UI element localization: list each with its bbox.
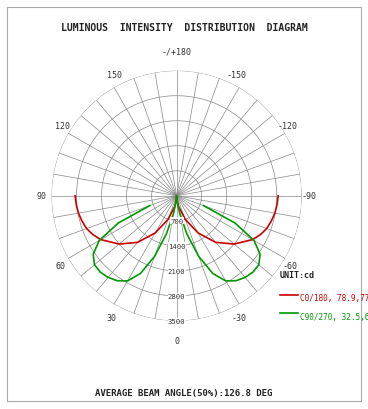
Text: -30: -30 — [232, 313, 247, 322]
Text: AVERAGE BEAM ANGLE(50%):126.8 DEG: AVERAGE BEAM ANGLE(50%):126.8 DEG — [95, 388, 273, 397]
Text: 700: 700 — [170, 218, 183, 224]
Text: C0/180, 78.9,77.7: C0/180, 78.9,77.7 — [300, 294, 368, 303]
Text: UNIT:cd: UNIT:cd — [280, 270, 315, 279]
Text: -150: -150 — [227, 71, 247, 80]
Text: -120: -120 — [278, 122, 298, 131]
Text: 120: 120 — [55, 122, 70, 131]
Text: -90: -90 — [302, 192, 317, 201]
Text: 2800: 2800 — [168, 293, 185, 299]
Text: C90/270, 32.5,64.5: C90/270, 32.5,64.5 — [300, 312, 368, 321]
Text: -/+180: -/+180 — [162, 47, 192, 56]
Text: -60: -60 — [283, 262, 298, 271]
Text: 2100: 2100 — [168, 268, 185, 274]
Text: LUMINOUS  INTENSITY  DISTRIBUTION  DIAGRAM: LUMINOUS INTENSITY DISTRIBUTION DIAGRAM — [61, 22, 307, 32]
Text: 3500: 3500 — [168, 318, 185, 324]
Text: 30: 30 — [107, 313, 117, 322]
Text: 90: 90 — [36, 192, 46, 201]
Text: 150: 150 — [107, 71, 121, 80]
Text: 1400: 1400 — [168, 243, 185, 249]
Text: 0: 0 — [174, 336, 179, 345]
Text: 60: 60 — [55, 262, 65, 271]
